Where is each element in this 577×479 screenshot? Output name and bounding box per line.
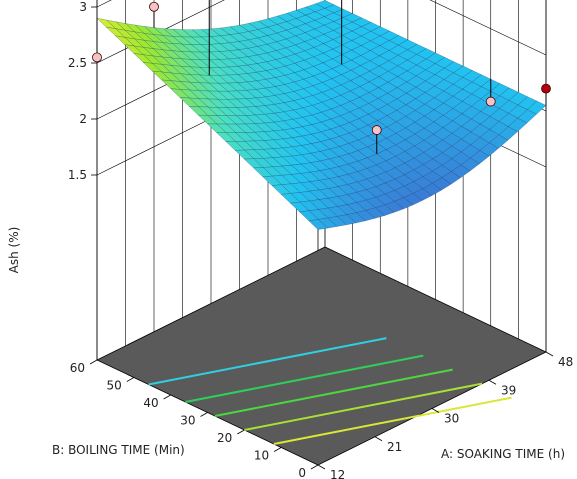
- y-tick-mark: [310, 464, 319, 470]
- y-tick-label: 0: [298, 466, 306, 479]
- x-tick-label: 48: [558, 355, 573, 369]
- design-point: [541, 83, 551, 94]
- floor-plane: [96, 246, 547, 466]
- y-tick-mark: [200, 412, 208, 417]
- contour-line: [185, 354, 424, 403]
- x-tick-mark: [317, 464, 326, 470]
- contour-floor: [96, 246, 547, 466]
- z-tick-label: 1.5: [68, 168, 87, 182]
- x-tick-label: 39: [501, 383, 516, 397]
- x-axis-label: A: SOAKING TIME (h): [441, 447, 565, 461]
- y-axis-label: B: BOILING TIME (Min): [52, 443, 185, 457]
- contour-line: [214, 368, 453, 417]
- y-tick-mark: [237, 429, 245, 435]
- y-tick-mark: [89, 359, 98, 365]
- design-point: [149, 1, 159, 12]
- design-points: [92, 0, 551, 154]
- response-surface: [96, 0, 547, 230]
- y-tick-label: 40: [143, 396, 158, 410]
- y-tick-label: 10: [254, 449, 269, 463]
- z-tick-label: 3: [79, 0, 87, 14]
- design-point: [92, 52, 102, 63]
- y-tick-mark: [126, 377, 135, 382]
- x-tick-mark: [545, 351, 554, 357]
- z-axis-label: Ash (%): [7, 227, 21, 274]
- z-tick-label: 2.5: [68, 56, 87, 70]
- z-tick-label: 2: [79, 112, 87, 126]
- y-tick-label: 60: [70, 361, 85, 375]
- design-point: [485, 96, 496, 107]
- contour-line: [148, 337, 387, 386]
- x-tick-label: 30: [444, 412, 459, 426]
- contour-line: [273, 396, 512, 445]
- x-tick-label: 12: [330, 468, 345, 479]
- design-point: [371, 125, 382, 135]
- contour-line: [244, 382, 483, 431]
- y-tick-mark: [273, 447, 282, 452]
- y-tick-mark: [163, 394, 171, 400]
- x-tick-mark: [431, 408, 440, 413]
- y-tick-label: 30: [180, 414, 195, 428]
- surface-cell: [308, 219, 328, 230]
- y-tick-label: 20: [217, 431, 232, 445]
- x-tick-mark: [374, 436, 383, 442]
- wall-grid-line: [96, 0, 547, 64]
- x-tick-label: 21: [387, 440, 402, 454]
- x-tick-mark: [488, 379, 497, 385]
- axis-ticks: 1.522.533.512213039480102030405060: [68, 0, 573, 479]
- y-tick-label: 50: [107, 379, 122, 393]
